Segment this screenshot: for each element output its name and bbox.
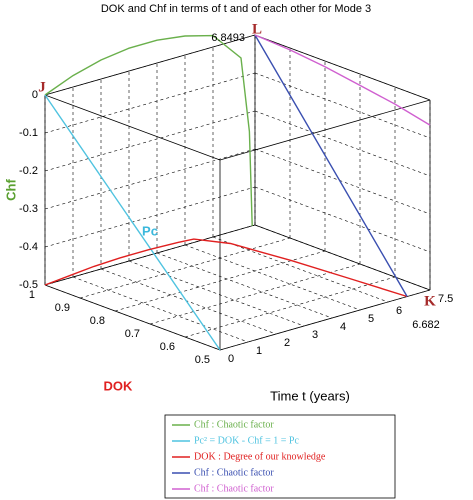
box-edge [219, 289, 431, 351]
grid-line [128, 260, 305, 327]
t-tick-label: 7.5 [438, 293, 453, 305]
annotation: 6.8493 [211, 32, 245, 44]
chf-tick-label: 0 [32, 89, 38, 101]
grid-line [254, 148, 431, 215]
grid-line [72, 276, 249, 343]
series-line [44, 94, 221, 351]
grid-line [149, 263, 361, 325]
series-line [254, 34, 408, 297]
t-tick-label: 4 [340, 321, 346, 333]
series-line [254, 34, 431, 126]
legend-label: Chf : Chaotic factor [194, 483, 274, 494]
grid-line [254, 186, 431, 253]
annotation: 6.682 [412, 319, 440, 331]
chf-tick-label: -0.3 [19, 203, 38, 215]
grid-line [44, 148, 256, 210]
box-edge [44, 94, 221, 161]
t-tick-label: 2 [284, 337, 290, 349]
dok-tick-label: 0.6 [160, 341, 175, 353]
legend-label: Chf : Chaotic factor [194, 419, 274, 430]
chf-axis-label: Chf [3, 179, 18, 201]
annotation: K [424, 293, 436, 309]
grid-line [100, 268, 277, 335]
box-edge [219, 99, 431, 161]
chf-tick-label: -0.1 [19, 127, 38, 139]
dok-tick-label: 0.7 [125, 328, 140, 340]
annotation: L [252, 21, 262, 37]
dok-tick-label: 0.5 [195, 354, 210, 366]
grid-line [156, 252, 333, 319]
box-edge [254, 34, 431, 101]
legend-label: Chf : Chaotic factor [194, 467, 274, 478]
dok-tick-label: 1 [29, 289, 35, 301]
annotation: Pc [142, 223, 158, 238]
time-axis-label: Time t (years) [270, 388, 350, 403]
grid-line [254, 72, 431, 139]
dok-tick-label: 0.8 [90, 315, 105, 327]
series-line [44, 238, 408, 298]
legend-label: DOK : Degree of our knowledge [194, 451, 326, 462]
box-edge [44, 284, 221, 351]
t-tick-label: 0 [228, 353, 234, 365]
chf-tick-label: -0.2 [19, 165, 38, 177]
t-tick-label: 3 [312, 329, 318, 341]
chart-title: DOK and Chf in terms of t and of each ot… [101, 3, 371, 15]
grid-line [184, 276, 396, 338]
annotation: J [38, 79, 46, 95]
grid-line [44, 72, 256, 134]
chf-tick-label: -0.4 [19, 241, 38, 253]
box-edge [254, 224, 431, 291]
grid-line [212, 236, 389, 303]
t-tick-label: 1 [256, 345, 262, 357]
chf-tick-label: -0.5 [19, 279, 38, 291]
box-edge [44, 34, 256, 96]
grid-line [79, 237, 291, 299]
dok-tick-label: 0.9 [55, 302, 70, 314]
dok-axis-label: DOK [104, 378, 134, 393]
t-tick-label: 6 [396, 305, 402, 317]
grid-line [184, 244, 361, 311]
legend-box [164, 414, 396, 499]
grid-line [44, 110, 256, 172]
t-tick-label: 5 [368, 313, 374, 325]
legend-label: Pc² = DOK - Chf = 1 = Pc [194, 435, 299, 446]
grid-line [254, 110, 431, 177]
box-edge [44, 224, 256, 286]
series-line [44, 34, 253, 226]
